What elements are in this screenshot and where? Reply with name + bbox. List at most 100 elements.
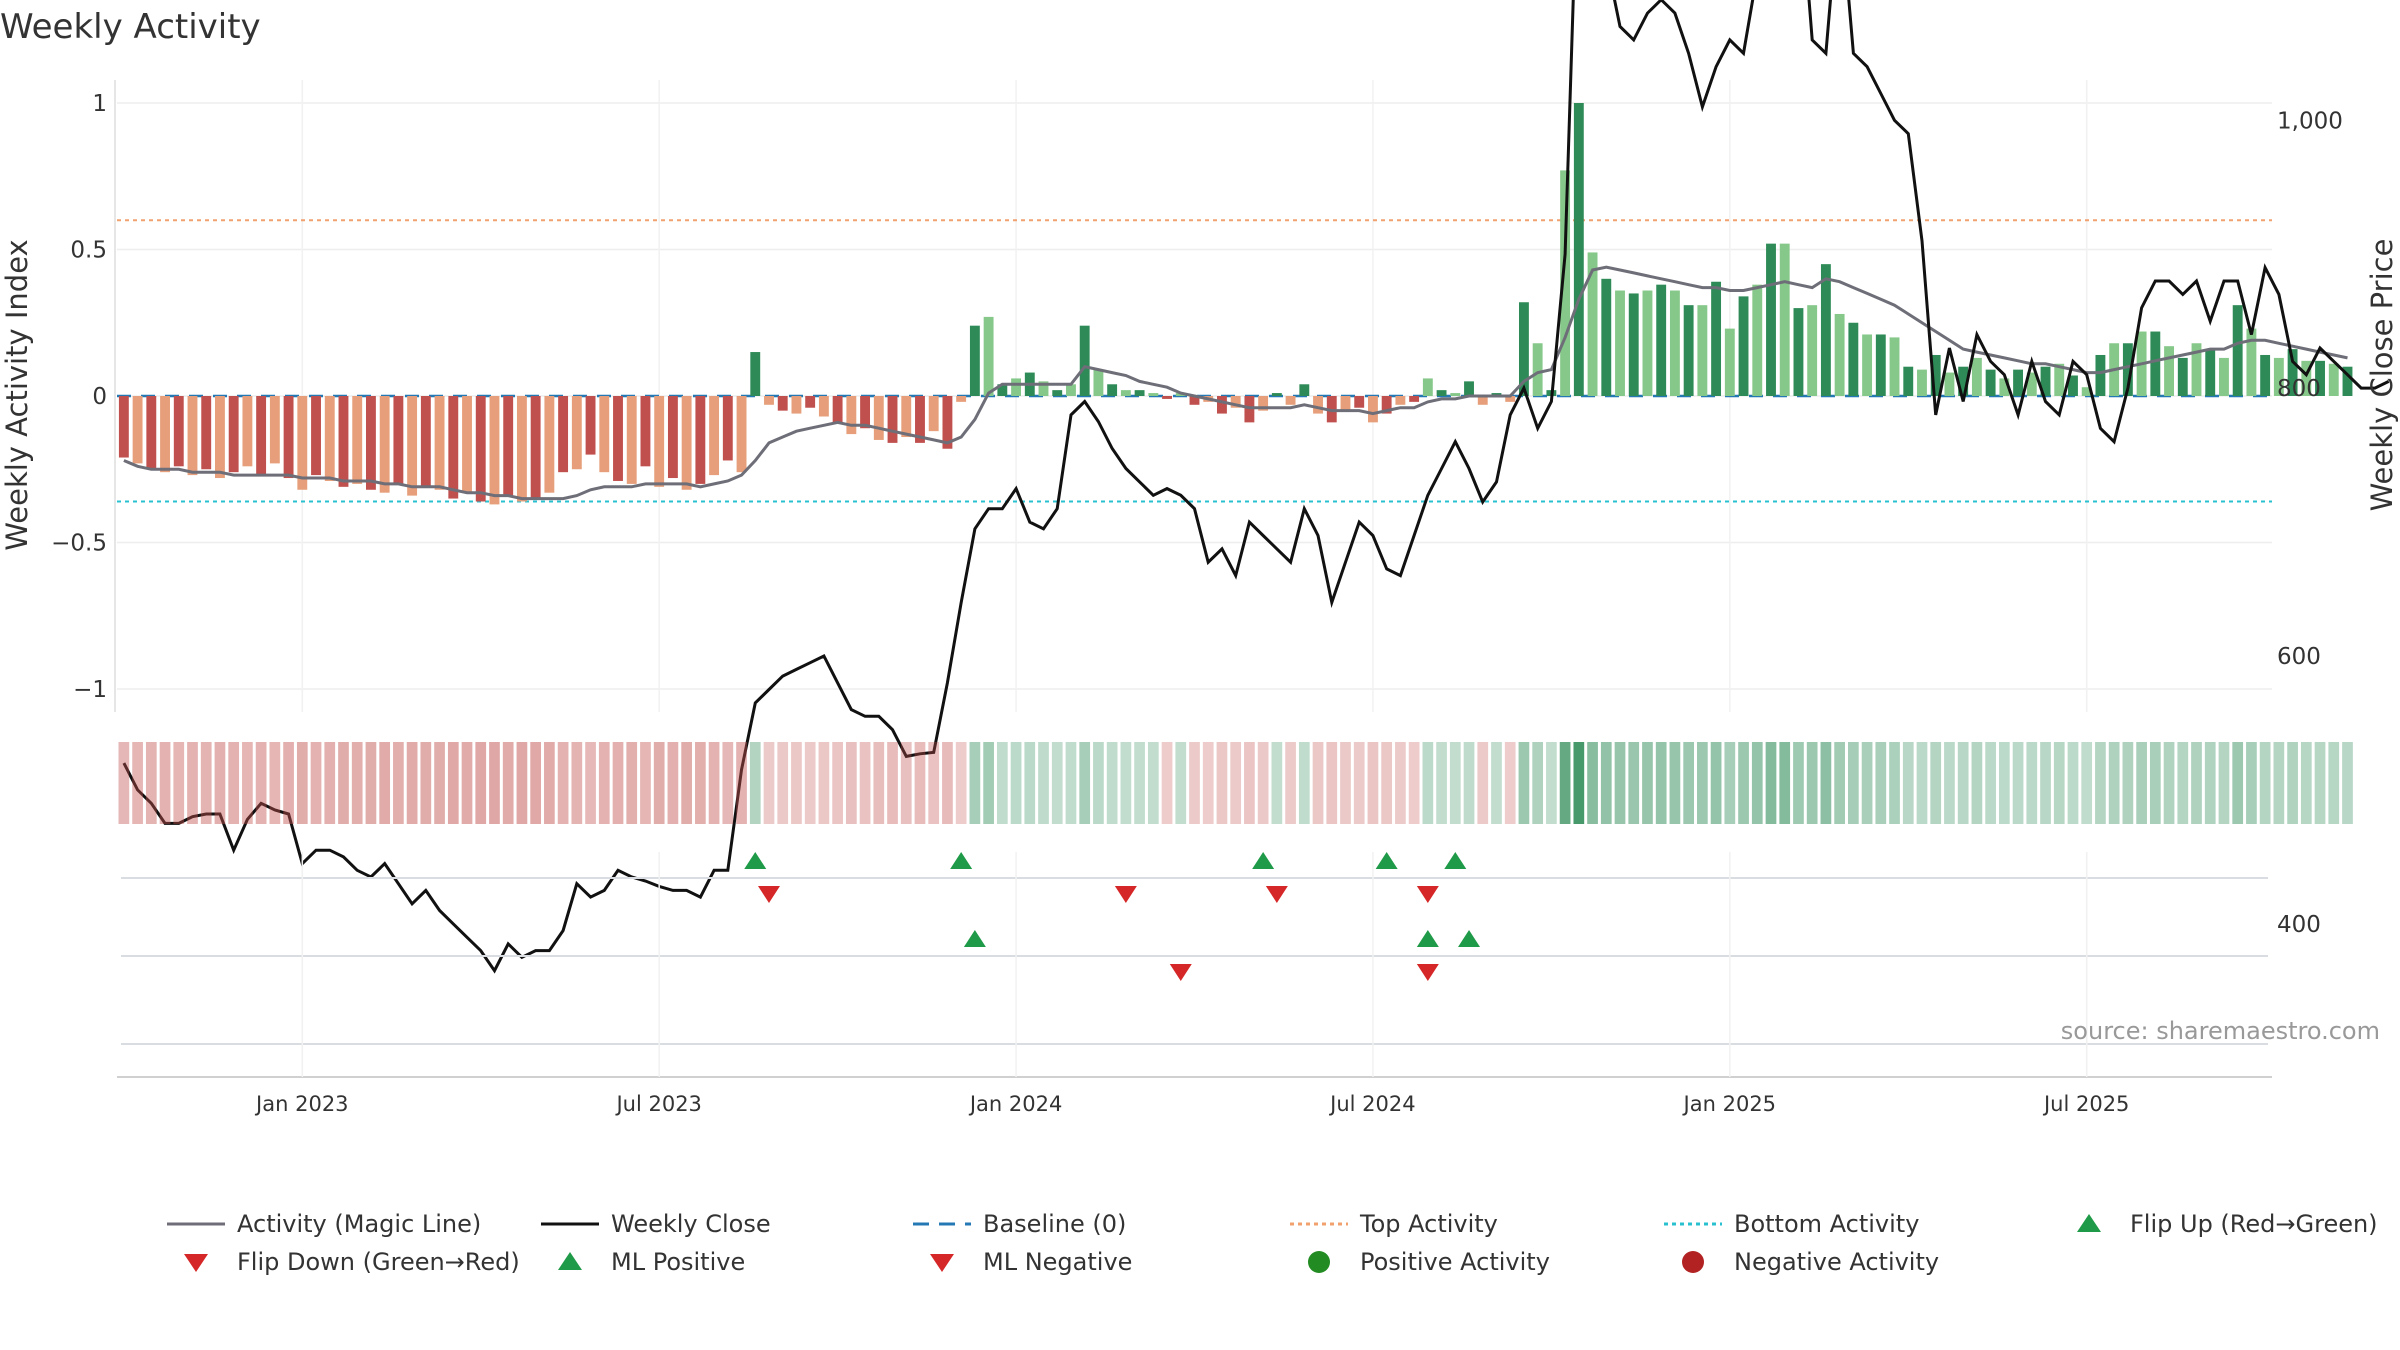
heat-cell [1120, 742, 1132, 824]
heat-cell [1010, 742, 1022, 824]
activity-bar [969, 325, 980, 396]
heat-cell [2204, 742, 2216, 824]
heat-cell [1134, 742, 1145, 824]
legend-item-flip_down: Flip Down (Green→Red) [184, 1248, 520, 1276]
activity-bar [2328, 363, 2339, 396]
activity-bar [1587, 252, 1598, 396]
heat-cell [681, 742, 692, 824]
heat-cell [1161, 742, 1173, 824]
legend-label: ML Positive [611, 1248, 745, 1276]
legend-swatch [930, 1254, 954, 1272]
flip-down-marker [1114, 886, 1137, 903]
heat-cell [2246, 742, 2257, 824]
heat-cell [2026, 742, 2038, 824]
activity-bar [2150, 331, 2161, 396]
activity-bar [2301, 360, 2312, 396]
heat-cell [2273, 742, 2285, 824]
heat-cell [1889, 742, 1900, 824]
activity-bar [1217, 396, 1227, 414]
ml-positive-marker [1458, 930, 1481, 947]
heat-cell [1353, 742, 1365, 824]
activity-bar [1917, 369, 1927, 396]
source-note: source: sharemaestro.com [2061, 1017, 2380, 1045]
heat-cell [1765, 742, 1777, 824]
activity-bar [2026, 372, 2037, 396]
legend-item-ml_pos: ML Positive [558, 1248, 745, 1276]
heat-cell [640, 742, 651, 824]
heat-cell [2314, 742, 2326, 824]
heat-cell [1642, 742, 1653, 824]
activity-bar [2068, 375, 2078, 396]
heat-cell [722, 742, 734, 824]
heat-cell [1038, 742, 1049, 824]
activity-bar [2013, 369, 2024, 396]
heat-cell [2218, 742, 2230, 824]
activity-bar [1052, 390, 1063, 396]
activity-bar [475, 396, 486, 502]
activity-bar [311, 396, 321, 476]
activity-bar [201, 396, 212, 470]
activity-bar [764, 396, 774, 405]
activity-bar [832, 396, 843, 423]
heat-cell [1381, 742, 1393, 824]
heat-cell [1106, 742, 1118, 824]
activity-bar [1120, 390, 1131, 396]
activity-bar [613, 396, 623, 481]
heat-cell [2136, 742, 2147, 824]
heat-cell [887, 742, 898, 824]
activity-bar [956, 396, 967, 402]
activity-bar [544, 396, 555, 493]
activity-bar [997, 384, 1008, 396]
activity-bar [324, 396, 335, 481]
activity-bar [1615, 290, 1625, 396]
activity-bar [2095, 354, 2106, 396]
activity-bar [1450, 393, 1461, 396]
heat-cell [530, 742, 541, 824]
activity-bar [1889, 337, 1900, 396]
heat-cell [118, 742, 130, 824]
x-tick-label: Jul 2023 [614, 1092, 701, 1116]
activity-bar [1395, 396, 1406, 405]
activity-bar [338, 396, 349, 487]
heat-cell [2342, 742, 2353, 824]
legend-item-bottom: Bottom Activity [1664, 1210, 1919, 1238]
activity-bar [160, 396, 170, 473]
legend-item-magic: Activity (Magic Line) [167, 1210, 481, 1238]
activity-bar [1505, 396, 1516, 402]
heat-cell [283, 742, 294, 824]
heat-cell [2053, 742, 2065, 824]
flip-up-marker [1375, 852, 1398, 869]
heat-cell [2300, 742, 2312, 824]
heat-cell [447, 742, 459, 824]
activity-bar [873, 396, 884, 440]
activity-bar [571, 396, 582, 470]
heat-cell [242, 742, 253, 824]
heat-cell [1710, 742, 1722, 824]
activity-bar [516, 396, 527, 502]
heat-cell [983, 742, 994, 824]
heat-cell [200, 742, 212, 824]
flip-down-marker [1265, 886, 1288, 903]
activity-bar [1464, 381, 1474, 396]
legend-label: Activity (Magic Line) [237, 1210, 481, 1238]
heat-cell [1408, 742, 1420, 824]
activity-bar [1422, 378, 1433, 396]
legend-label: Bottom Activity [1734, 1210, 1919, 1238]
activity-bar [1038, 381, 1049, 396]
heat-cell [2012, 742, 2024, 824]
heat-cell [1491, 742, 1502, 824]
x-tick-label: Jan 2025 [1682, 1092, 1777, 1116]
activity-bar [1930, 354, 1941, 396]
heat-cell [1271, 742, 1283, 824]
heat-cell [1916, 742, 1928, 824]
activity-bar [1011, 378, 1021, 396]
heat-cell [2177, 742, 2189, 824]
legend-label: Weekly Close [611, 1210, 771, 1238]
activity-bar [1875, 334, 1886, 396]
activity-bar [915, 396, 925, 443]
heat-cell [1587, 742, 1598, 824]
ml-positive-marker [963, 930, 986, 947]
activity-bar [1189, 396, 1200, 405]
ml-negative-marker [1416, 964, 1439, 981]
